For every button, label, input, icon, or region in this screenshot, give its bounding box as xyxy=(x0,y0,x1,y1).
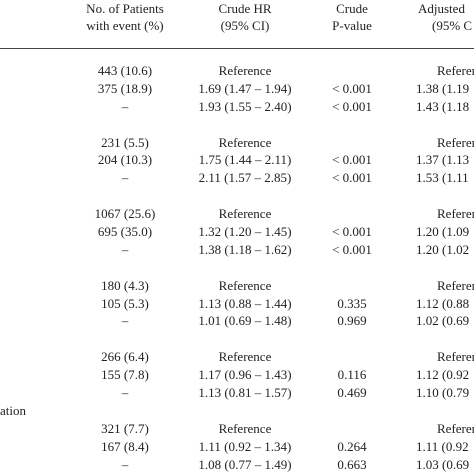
cell: 1.12 (0.88 xyxy=(416,295,470,311)
cell: 443 (10.6) xyxy=(97,63,153,78)
cell: Referen xyxy=(437,63,474,78)
cell: 0.469 xyxy=(337,385,367,400)
cell: < 0.001 xyxy=(332,224,372,239)
cell: 375 (18.9) xyxy=(97,80,153,96)
cell: Referen xyxy=(437,206,474,222)
cell: 0.663 xyxy=(337,456,367,472)
cell: 1.11 (0.92 – 1.34) xyxy=(198,438,292,454)
header-text: (95% C xyxy=(432,18,473,33)
cell: Referen xyxy=(437,421,474,436)
cell: 155 (7.8) xyxy=(101,367,149,383)
header-text: with event (%) xyxy=(86,18,164,33)
cell: – xyxy=(121,170,129,186)
cell: 1.11 (0.92 xyxy=(416,438,469,454)
cell: 1.13 (0.81 – 1.57) xyxy=(198,385,292,400)
cell: – xyxy=(121,456,129,472)
cell: < 0.001 xyxy=(332,152,372,168)
cell: 180 (4.3) xyxy=(101,277,149,293)
cell: < 0.001 xyxy=(332,80,372,96)
cell: 0.116 xyxy=(337,367,367,383)
cell: 1.38 (1.19 xyxy=(416,80,470,96)
cell: 1.75 (1.44 – 2.11) xyxy=(198,152,292,168)
cell: 695 (35.0) xyxy=(97,224,153,239)
cell: – xyxy=(121,313,129,329)
cell: Reference xyxy=(218,349,272,365)
cell: Reference xyxy=(218,421,272,436)
cell: 0.264 xyxy=(337,438,367,454)
cell: 1067 (25.6) xyxy=(94,206,156,222)
cell: Reference xyxy=(218,206,272,222)
header-text: Crude HR xyxy=(218,1,272,16)
cell: 266 (6.4) xyxy=(101,349,149,365)
cell: 1.13 (0.88 – 1.44) xyxy=(198,295,292,311)
header-rule xyxy=(0,48,474,49)
header-text: P-value xyxy=(332,18,372,33)
cell: Reference xyxy=(218,134,272,150)
cell: 1.03 (0.69 xyxy=(416,456,470,472)
cell: – xyxy=(121,241,129,257)
cell: 1.43 (1.18 xyxy=(416,98,470,114)
header-text: (95% CI) xyxy=(220,18,270,33)
cell: < 0.001 xyxy=(332,170,372,186)
cell: 1.38 (1.18 – 1.62) xyxy=(198,241,292,257)
cell: < 0.001 xyxy=(332,98,372,114)
cell: 1.37 (1.13 xyxy=(416,152,470,168)
cell: 1.08 (0.77 – 1.49) xyxy=(198,456,292,472)
cell: 2.11 (1.57 – 2.85) xyxy=(198,170,292,186)
cell: 1.17 (0.96 – 1.43) xyxy=(198,367,292,383)
cell: 321 (7.7) xyxy=(101,421,149,436)
cell: 1.93 (1.55 – 2.40) xyxy=(198,98,292,114)
cell: Referen xyxy=(437,277,474,293)
cell: 1.53 (1.11 xyxy=(416,170,469,186)
cell: 1.69 (1.47 – 1.94) xyxy=(198,80,292,96)
cell: Reference xyxy=(218,277,272,293)
cell: Reference xyxy=(218,63,272,78)
cell: 0.969 xyxy=(337,313,367,329)
cell: 0.335 xyxy=(337,295,367,311)
cell: 1.12 (0.92 xyxy=(416,367,470,383)
cell: 167 (8.4) xyxy=(101,438,149,454)
cell: 105 (5.3) xyxy=(101,295,149,311)
cell: Referen xyxy=(437,134,474,150)
cell: – xyxy=(121,98,129,114)
cell: – xyxy=(121,385,129,400)
cell: < 0.001 xyxy=(332,241,372,257)
cell: 204 (10.3) xyxy=(97,152,153,168)
cell: Referen xyxy=(437,349,474,365)
header-text: Adjusted xyxy=(418,1,465,16)
row-label: ation xyxy=(0,403,26,418)
cell: 1.20 (1.02 xyxy=(416,241,470,257)
cell: 1.02 (0.69 xyxy=(416,313,470,329)
cell: 1.20 (1.09 xyxy=(416,224,470,239)
cell: 1.10 (0.79 xyxy=(416,385,470,400)
cell: 1.32 (1.20 – 1.45) xyxy=(198,224,292,239)
cell: 231 (5.5) xyxy=(101,134,149,150)
header-text: No. of Patients xyxy=(86,1,164,16)
header-text: Crude xyxy=(336,1,368,16)
cell: 1.01 (0.69 – 1.48) xyxy=(198,313,292,329)
